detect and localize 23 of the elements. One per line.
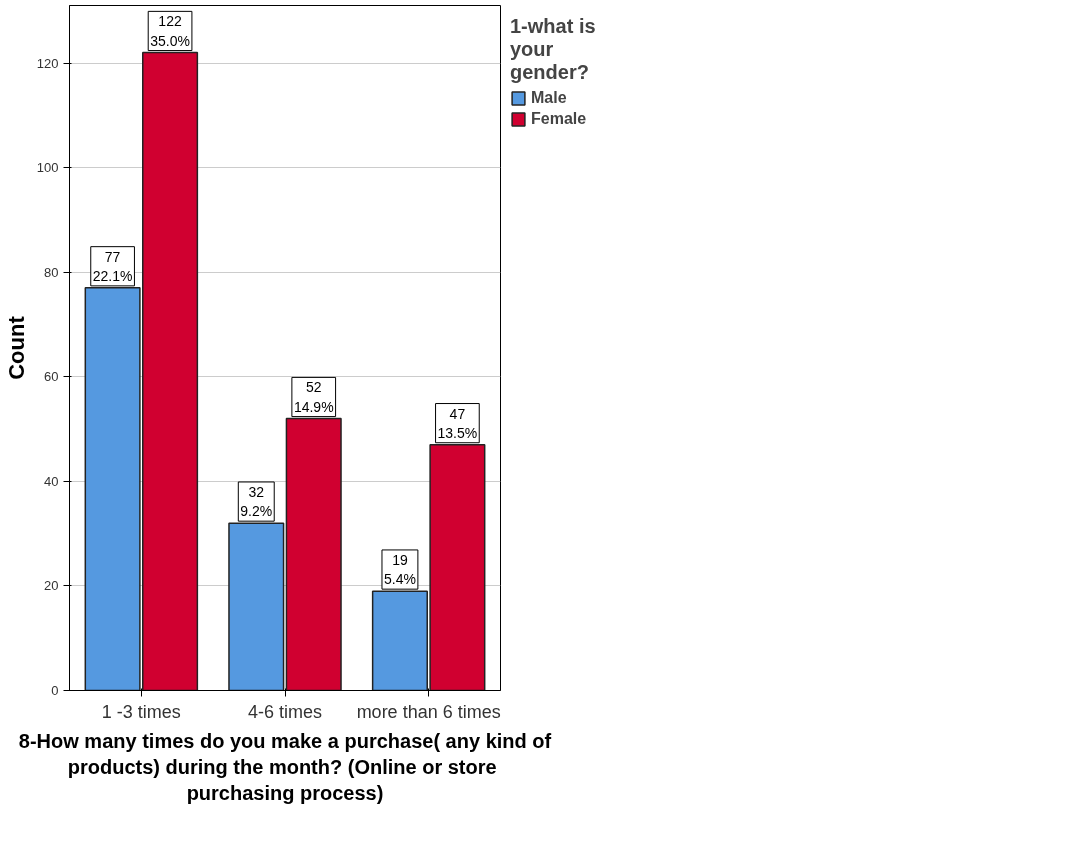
y-tick-label: 40 bbox=[44, 473, 59, 489]
legend-title: 1-what is your gender? bbox=[510, 15, 596, 84]
y-tick-label: 120 bbox=[36, 55, 59, 71]
x-tick-label: more than 6 times bbox=[356, 701, 501, 722]
y-axis-title: Count bbox=[3, 315, 29, 380]
y-tick-label: 20 bbox=[44, 578, 59, 594]
data-label: 47 13.5% bbox=[437, 405, 478, 441]
data-label: 19 5.4% bbox=[383, 551, 416, 588]
bar bbox=[285, 417, 342, 691]
y-tick-label: 80 bbox=[44, 264, 59, 280]
legend-label: Female bbox=[531, 110, 587, 128]
y-tick-label: 0 bbox=[51, 683, 59, 698]
legend-label: Male bbox=[531, 89, 567, 107]
data-label: 122 35.0% bbox=[150, 13, 190, 49]
bar bbox=[228, 522, 285, 691]
y-tick-label: 100 bbox=[36, 160, 59, 176]
data-label: 52 14.9% bbox=[293, 379, 334, 415]
data-label: 77 22.1% bbox=[92, 248, 133, 284]
y-tick-label: 60 bbox=[44, 369, 59, 385]
x-tick-label: 1 -3 times bbox=[101, 701, 181, 722]
x-tick-label: 4-6 times bbox=[247, 701, 323, 722]
x-axis-title: 8-How many times do you make a purchase( any kind of products) during the month? (Online or store purchasing process) bbox=[18, 729, 552, 805]
data-label: 32 9.2% bbox=[240, 483, 273, 520]
